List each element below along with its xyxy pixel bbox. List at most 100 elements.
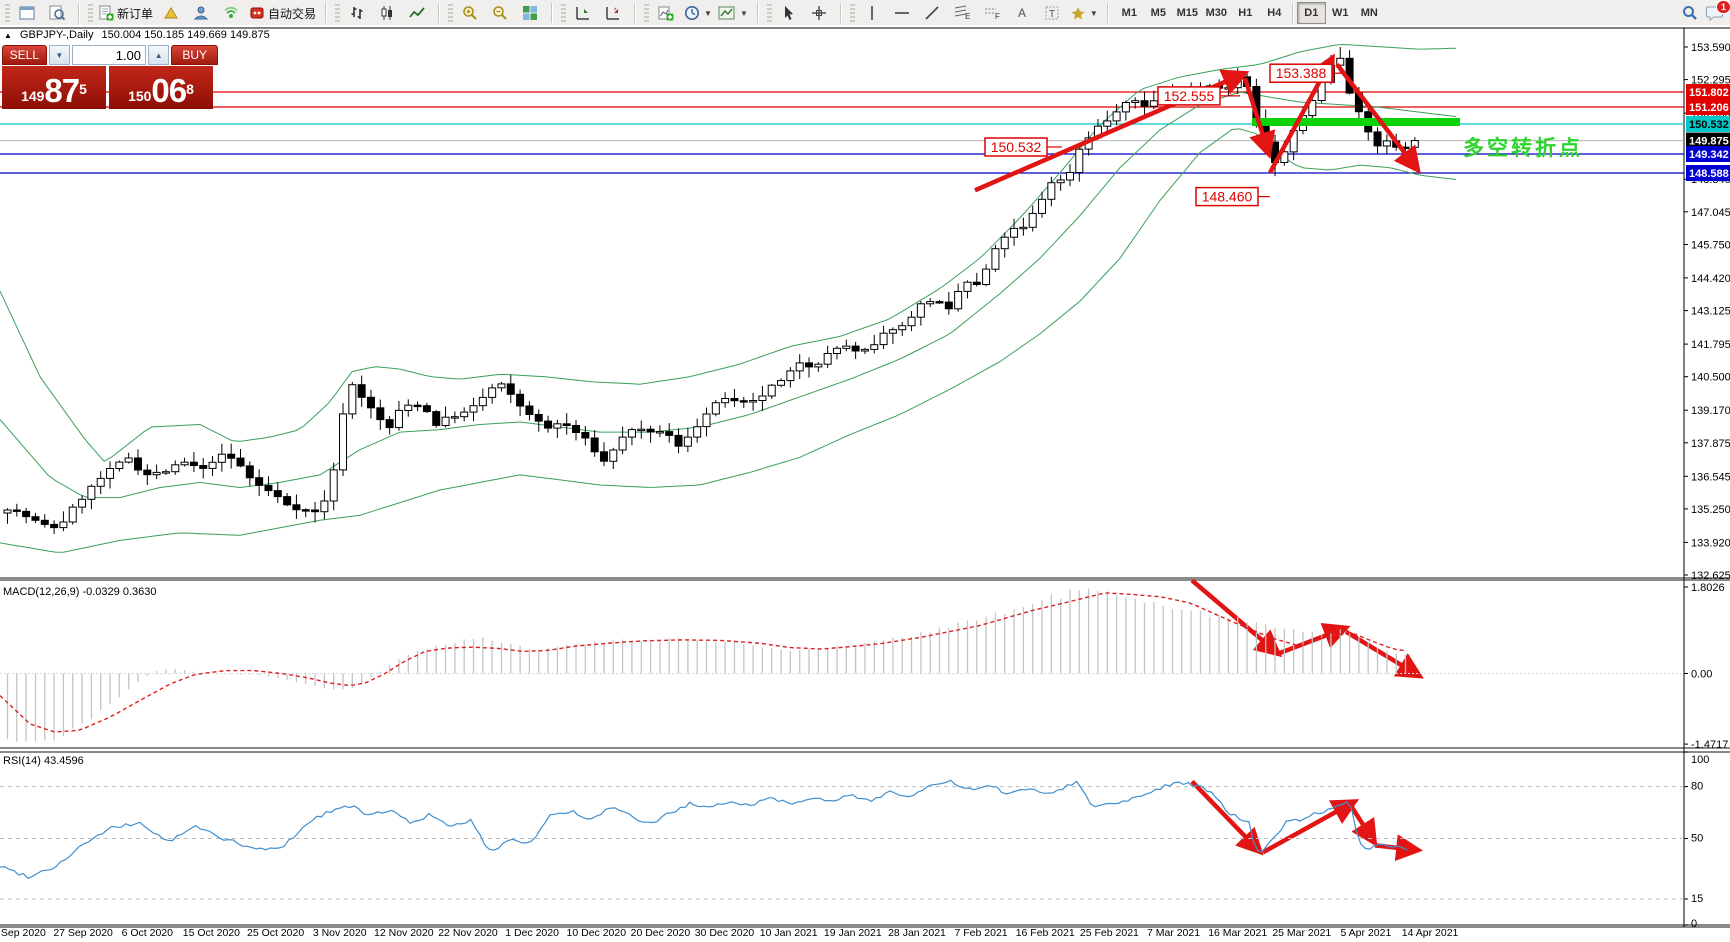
timeframe-d1-button[interactable]: D1 <box>1296 2 1326 24</box>
candles-button[interactable] <box>372 1 402 25</box>
pane-frames <box>0 27 1730 928</box>
rsi-axis-label: 50 <box>1691 833 1703 845</box>
volume-down-button[interactable]: ▼ <box>48 45 71 65</box>
crosshair-button[interactable] <box>804 1 834 25</box>
toolbar-drag-handle[interactable] <box>644 4 650 22</box>
sell-price-display[interactable]: 149 87 5 <box>2 66 106 109</box>
date-tick-label: 6 Oct 2020 <box>122 927 174 939</box>
chevron-down-icon[interactable]: ▼ <box>1089 8 1098 18</box>
bollinger-upper-band <box>0 43 1457 462</box>
buy-price-display[interactable]: 150 06 8 <box>109 66 213 109</box>
rsi-axis-label: 80 <box>1691 781 1703 793</box>
date-tick-label: 7 Feb 2021 <box>955 927 1008 939</box>
text-button[interactable]: A <box>1007 1 1037 25</box>
line-chart-icon <box>409 5 425 21</box>
search-icon[interactable] <box>1682 5 1698 21</box>
date-axis[interactable]: 7 Sep 2020 27 Sep 2020 6 Oct 2020 15 Oct 20… <box>0 927 1459 939</box>
periods-icon <box>684 5 700 21</box>
preview-button[interactable] <box>42 1 72 25</box>
volume-input[interactable] <box>72 45 147 65</box>
svg-text:F: F <box>995 12 1000 21</box>
channels-button[interactable]: F <box>977 1 1007 25</box>
volume-up-button[interactable]: ▲ <box>148 45 170 65</box>
zoom-in-button[interactable] <box>455 1 485 25</box>
toolbar-drag-handle[interactable] <box>335 4 341 22</box>
sell-price-pip: 5 <box>79 81 87 97</box>
signal-button[interactable] <box>216 1 246 25</box>
rsi-line <box>0 779 1408 880</box>
trend-arrows[interactable] <box>974 53 1424 862</box>
price-tick-label: 147.045 <box>1691 207 1730 219</box>
autotrade-button[interactable]: 自动交易 <box>246 1 319 25</box>
buy-button[interactable]: BUY <box>171 45 218 65</box>
support-highlight-bar[interactable] <box>1252 118 1460 126</box>
sell-button[interactable]: SELL <box>2 45 47 65</box>
timeframe-w1-button[interactable]: W1 <box>1332 7 1349 19</box>
timeframe-m15-button[interactable]: M15 <box>1176 7 1198 19</box>
timeframe-m5-button[interactable]: M5 <box>1150 7 1166 19</box>
toolbar-group: * <box>556 0 631 26</box>
window-button[interactable] <box>12 1 42 25</box>
collapse-triangle-icon[interactable]: ▲ <box>4 30 12 40</box>
price-badge <box>1686 165 1730 181</box>
shapes-icon <box>1070 5 1086 21</box>
chart-canvas[interactable]: 152.555 153.388 150.532 148.460 多空转折点 153.590… <box>0 26 1730 942</box>
new-order-icon <box>98 5 114 21</box>
periods-button[interactable]: ▼ <box>681 1 715 25</box>
zoom-out-button[interactable] <box>485 1 515 25</box>
arrange-a-button[interactable] <box>568 1 598 25</box>
price-tick-label: 144.420 <box>1691 273 1730 285</box>
fibo-button[interactable]: E <box>947 1 977 25</box>
bull-bear-turning-point-note[interactable]: 多空转折点 <box>1463 136 1583 160</box>
date-tick-label: 3 Nov 2020 <box>313 927 367 939</box>
toolbar-drag-handle[interactable] <box>766 4 772 22</box>
trendline-button[interactable] <box>917 1 947 25</box>
macd-signal-line <box>0 592 1405 733</box>
indicators-button[interactable] <box>651 1 681 25</box>
toolbar-separator <box>1106 3 1109 23</box>
toolbar-drag-handle[interactable] <box>849 4 855 22</box>
timeframe-mn-button[interactable]: MN <box>1360 7 1378 19</box>
toolbar-drag-handle[interactable] <box>448 4 454 22</box>
price-badge-text: 149.342 <box>1689 149 1729 161</box>
ohlc-bars-button[interactable] <box>342 1 372 25</box>
line-chart-button[interactable] <box>402 1 432 25</box>
toolbar-separator <box>634 3 637 23</box>
chevron-down-icon[interactable]: ▼ <box>739 8 748 18</box>
svg-text:E: E <box>965 12 970 21</box>
vline-button[interactable] <box>857 1 887 25</box>
toolbar-drag-handle[interactable] <box>561 4 567 22</box>
toolbar-drag-handle[interactable] <box>5 4 10 22</box>
tile-windows-button[interactable] <box>515 1 545 25</box>
date-tick-label: 1 Dec 2020 <box>505 927 559 939</box>
date-tick-label: 25 Feb 2021 <box>1080 927 1139 939</box>
rsi-label: RSI(14) 43.4596 <box>3 755 84 767</box>
quotes-button[interactable] <box>156 1 186 25</box>
signal-icon <box>223 5 239 21</box>
toolbar-drag-handle[interactable] <box>88 4 93 22</box>
template-button[interactable]: ▼ <box>715 1 751 25</box>
profile-button[interactable] <box>186 1 216 25</box>
preview-icon <box>49 5 65 21</box>
macd-axis-label: 0.00 <box>1691 669 1712 681</box>
timeframe-h1-button[interactable]: H1 <box>1238 7 1253 19</box>
symbol-header: ▲ GBPJPY-,Daily 150.004 150.185 149.669 … <box>4 29 270 41</box>
chat-icon[interactable]: 1 <box>1706 0 1730 21</box>
timeframe-m30-button[interactable]: M30 <box>1205 7 1227 19</box>
sell-price-prefix: 149 <box>21 88 45 104</box>
date-tick-label: 5 Apr 2021 <box>1341 927 1392 939</box>
label-button[interactable]: T <box>1037 1 1067 25</box>
shapes-button[interactable]: ▼ <box>1067 1 1101 25</box>
hline-button[interactable] <box>887 1 917 25</box>
price-badge <box>1686 116 1730 132</box>
timeframe-m1-button[interactable]: M1 <box>1121 7 1137 19</box>
toolbar-group: 新订单 自动交易 <box>83 0 322 26</box>
chevron-down-icon[interactable]: ▼ <box>704 8 712 18</box>
trendline-icon <box>924 5 940 21</box>
new-order-button[interactable]: 新订单 <box>95 1 156 25</box>
candlesticks <box>3 47 1419 534</box>
cursor-button[interactable] <box>774 1 804 25</box>
timeframe-h4-button[interactable]: H4 <box>1267 7 1282 19</box>
arrange-b-button[interactable]: * <box>598 1 628 25</box>
